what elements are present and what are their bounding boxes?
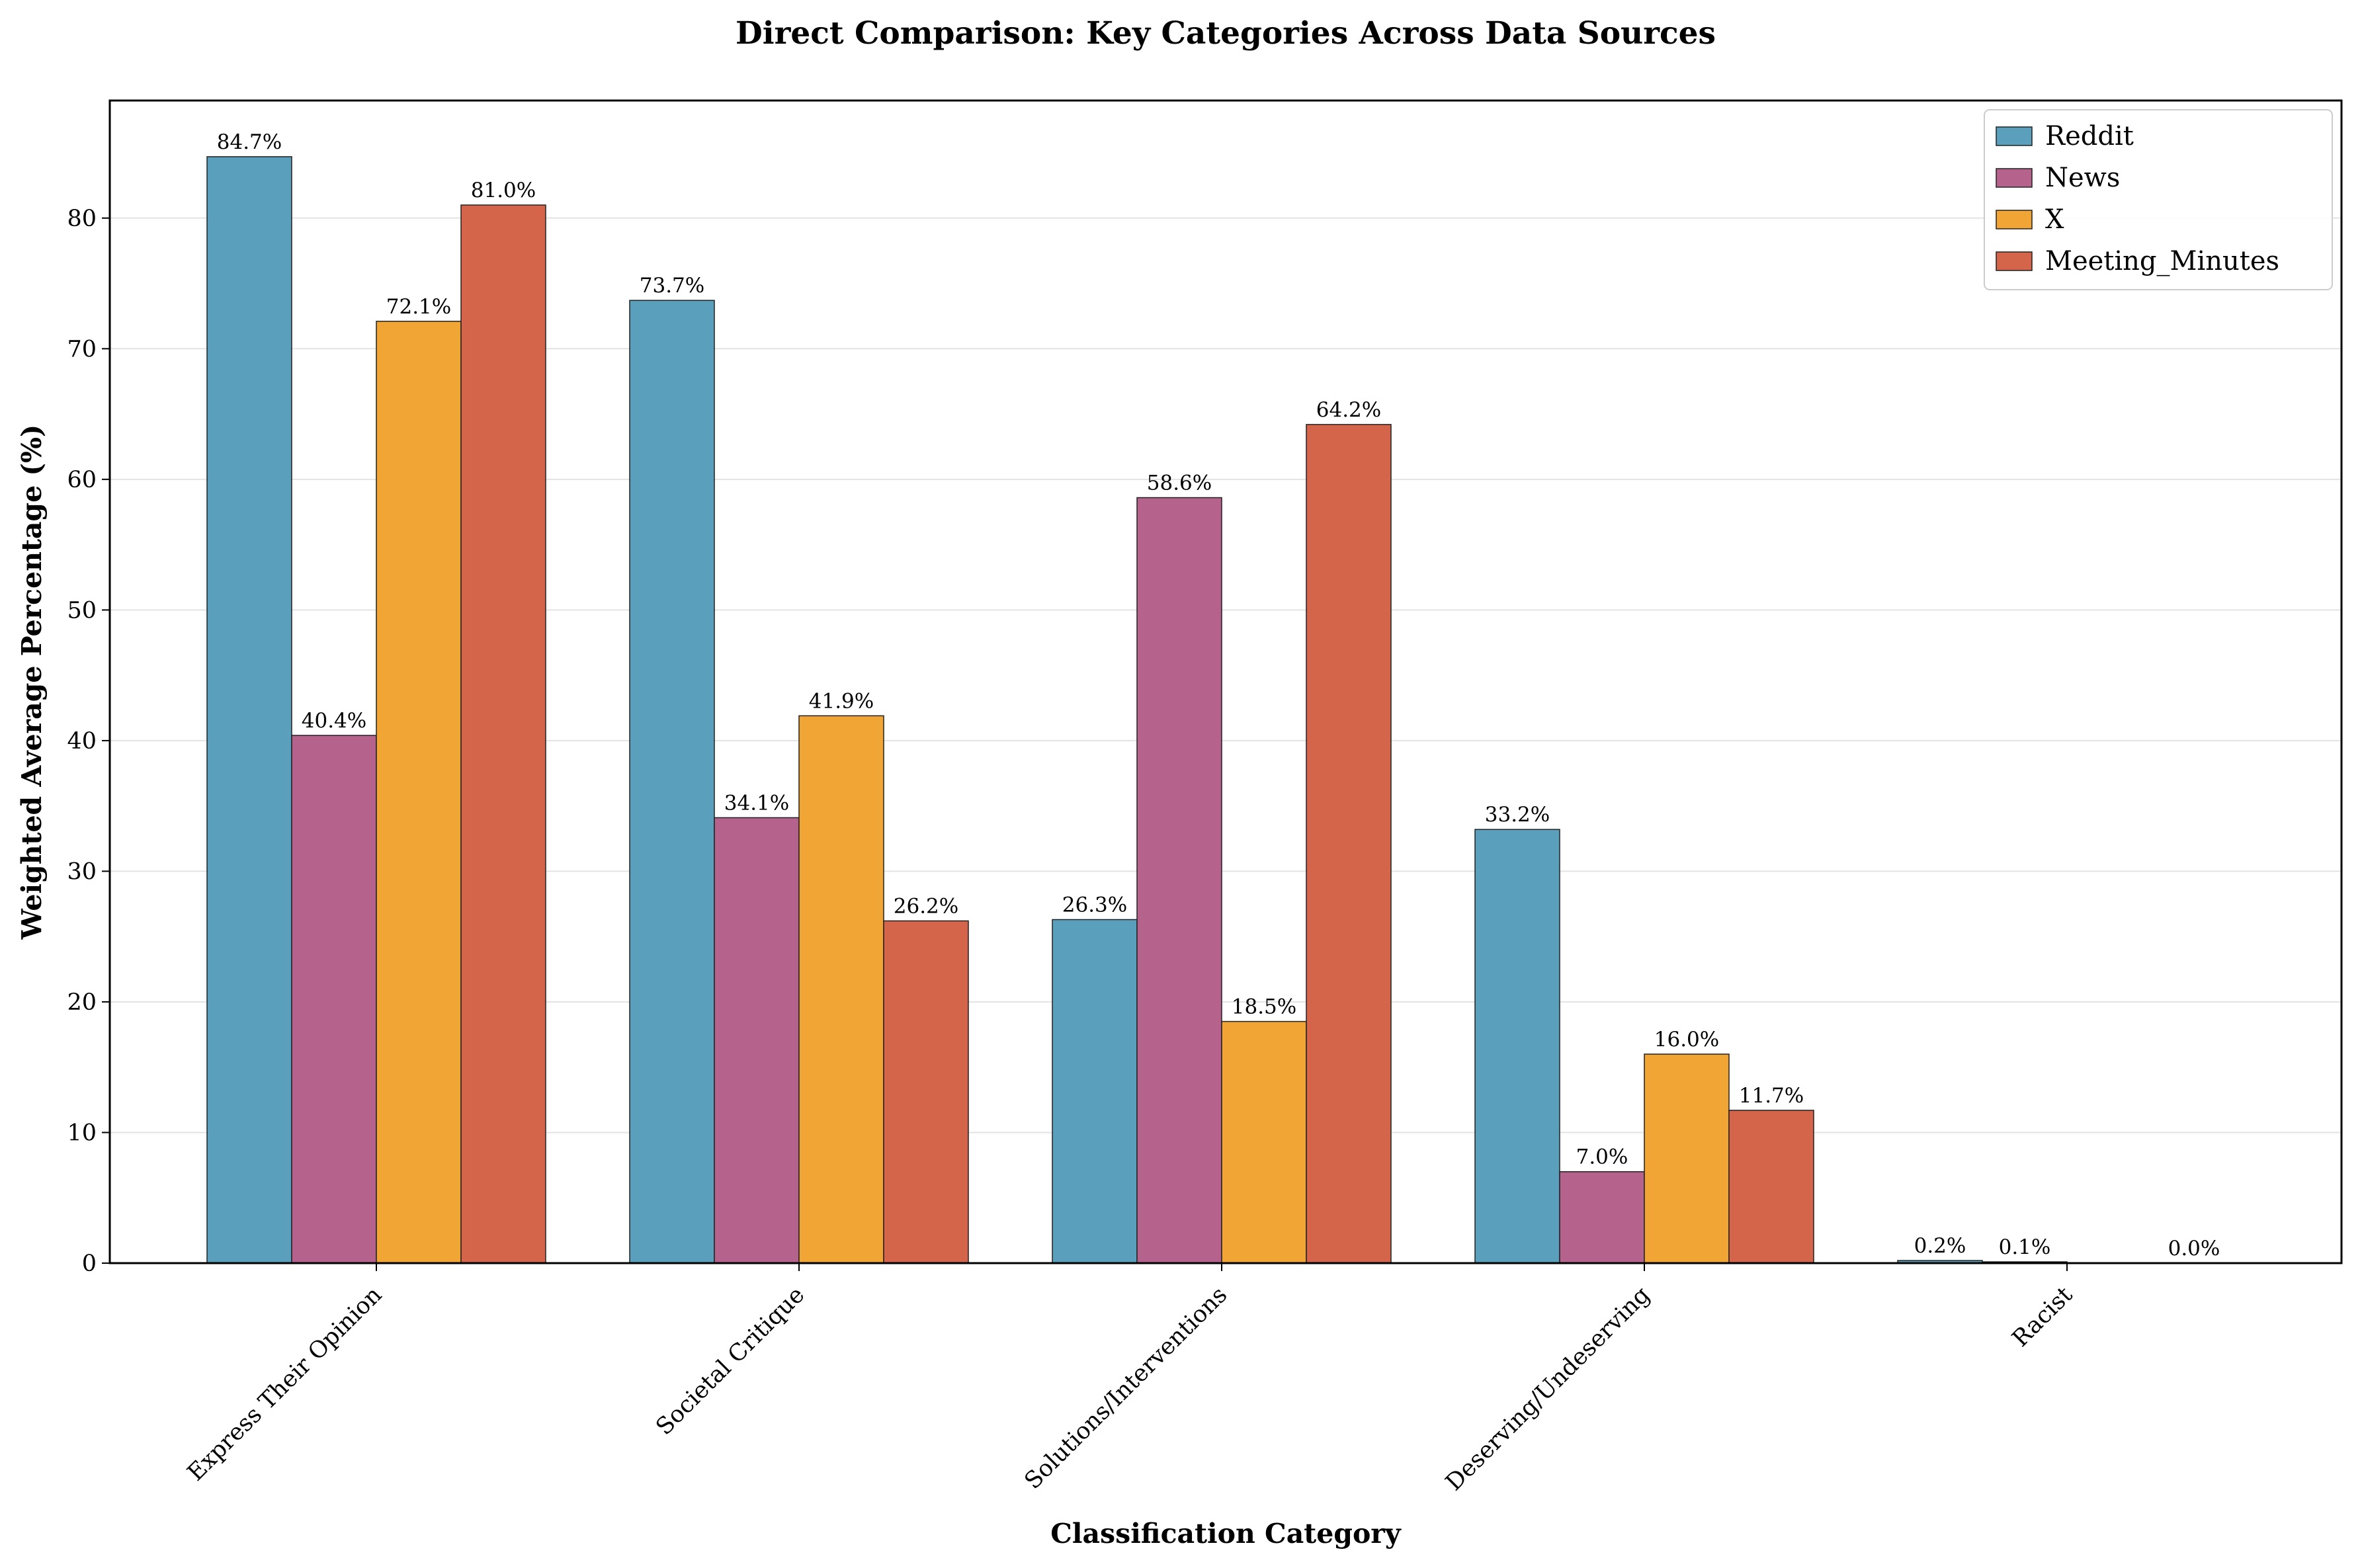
bar-value-label: 26.2%	[894, 894, 958, 918]
bar-value-label: 40.4%	[302, 709, 366, 733]
legend-label: X	[2045, 204, 2064, 235]
bar-value-label: 73.7%	[640, 274, 704, 298]
legend-swatch-meeting-minutes	[1996, 251, 2033, 271]
bar-value-label: 0.2%	[1914, 1234, 1966, 1258]
bar-meeting-minutes-societal-critique	[883, 920, 969, 1264]
bar-value-label: 18.5%	[1232, 995, 1296, 1019]
bar-value-label: 34.1%	[724, 791, 789, 815]
y-axis: 0 10 20 30 40 50 60 70 80	[67, 206, 110, 1277]
y-tick-label: 40	[67, 728, 97, 755]
legend-swatch-reddit	[1996, 126, 2033, 146]
bar-value-label: 72.1%	[386, 295, 451, 319]
bar-meeting-minutes-express-their-opinion	[460, 204, 546, 1264]
bar-value-label: 33.2%	[1485, 803, 1550, 827]
x-axis: Express Their Opinion Societal Critique So…	[183, 1263, 2078, 1496]
bar-news-societal-critique	[714, 817, 800, 1264]
bar-meeting-minutes-deserving-undeserving	[1728, 1110, 1814, 1264]
bar-value-label: 0.0%	[2168, 1237, 2220, 1260]
bar-value-label: 58.6%	[1147, 471, 1212, 495]
y-tick-label: 30	[67, 858, 97, 885]
bar-x-societal-critique	[798, 715, 884, 1264]
bar-value-label: 84.7%	[217, 130, 282, 154]
x-tick-label: Racist	[2007, 1282, 2078, 1352]
legend-frame	[1984, 109, 2333, 290]
bar-x-deserving-undeserving	[1644, 1053, 1730, 1264]
bar-news-express-their-opinion	[291, 735, 377, 1264]
y-tick-label: 70	[67, 336, 97, 362]
bar-x-express-their-opinion	[376, 321, 462, 1264]
legend-swatch-news	[1996, 168, 2033, 188]
bar-meeting-minutes-solutions-interventions	[1306, 424, 1392, 1264]
bar-value-label: 41.9%	[809, 689, 874, 713]
bar-value-label: 64.2%	[1316, 398, 1381, 422]
bars	[206, 156, 2068, 1264]
chart-title: Direct Comparison: Key Categories Across…	[736, 15, 1716, 52]
y-tick-label: 10	[67, 1120, 97, 1146]
bar-news-deserving-undeserving	[1559, 1171, 1645, 1264]
bar-reddit-deserving-undeserving	[1474, 829, 1560, 1264]
bar-reddit-solutions-interventions	[1052, 919, 1138, 1264]
legend-swatch-x	[1996, 210, 2033, 229]
y-tick-label: 50	[67, 597, 97, 624]
plot-frame	[108, 99, 2343, 1264]
bar-value-label: 26.3%	[1062, 893, 1127, 917]
bar-value-label: 16.0%	[1654, 1028, 1719, 1052]
bar-value-labels: 84.7% 40.4% 72.1% 81.0% 73.7% 34.1% 41.9% 26.2%…	[217, 130, 2220, 1260]
bar-reddit-express-their-opinion	[206, 156, 292, 1264]
x-axis-title: Classification Category	[1050, 1518, 1402, 1549]
bar-value-label: 11.7%	[1739, 1084, 1804, 1108]
legend: Reddit News X Meeting_Minutes	[1984, 109, 2333, 290]
bar-x-solutions-interventions	[1221, 1020, 1307, 1264]
bar-reddit-societal-critique	[629, 300, 715, 1264]
x-tick-label: Societal Critique	[651, 1282, 810, 1440]
bar-value-label: 81.0%	[471, 179, 536, 202]
x-tick-label: Express Their Opinion	[183, 1282, 387, 1486]
bar-value-label: 7.0%	[1576, 1145, 1628, 1169]
y-tick-label: 60	[67, 467, 97, 493]
y-tick-label: 0	[82, 1251, 97, 1277]
x-tick-label: Deserving/Undeserving	[1441, 1282, 1655, 1496]
x-tick-label: Solutions/Interventions	[1020, 1282, 1233, 1495]
bar-value-label: 0.1%	[1999, 1235, 2051, 1259]
bar-news-solutions-interventions	[1136, 497, 1222, 1264]
legend-label: Reddit	[2045, 121, 2134, 151]
legend-label: Meeting_Minutes	[2045, 246, 2279, 276]
y-axis-title: Weighted Average Percentage (%)	[16, 425, 48, 940]
y-tick-label: 20	[67, 989, 97, 1016]
legend-label: News	[2045, 163, 2120, 193]
y-tick-label: 80	[67, 206, 97, 232]
